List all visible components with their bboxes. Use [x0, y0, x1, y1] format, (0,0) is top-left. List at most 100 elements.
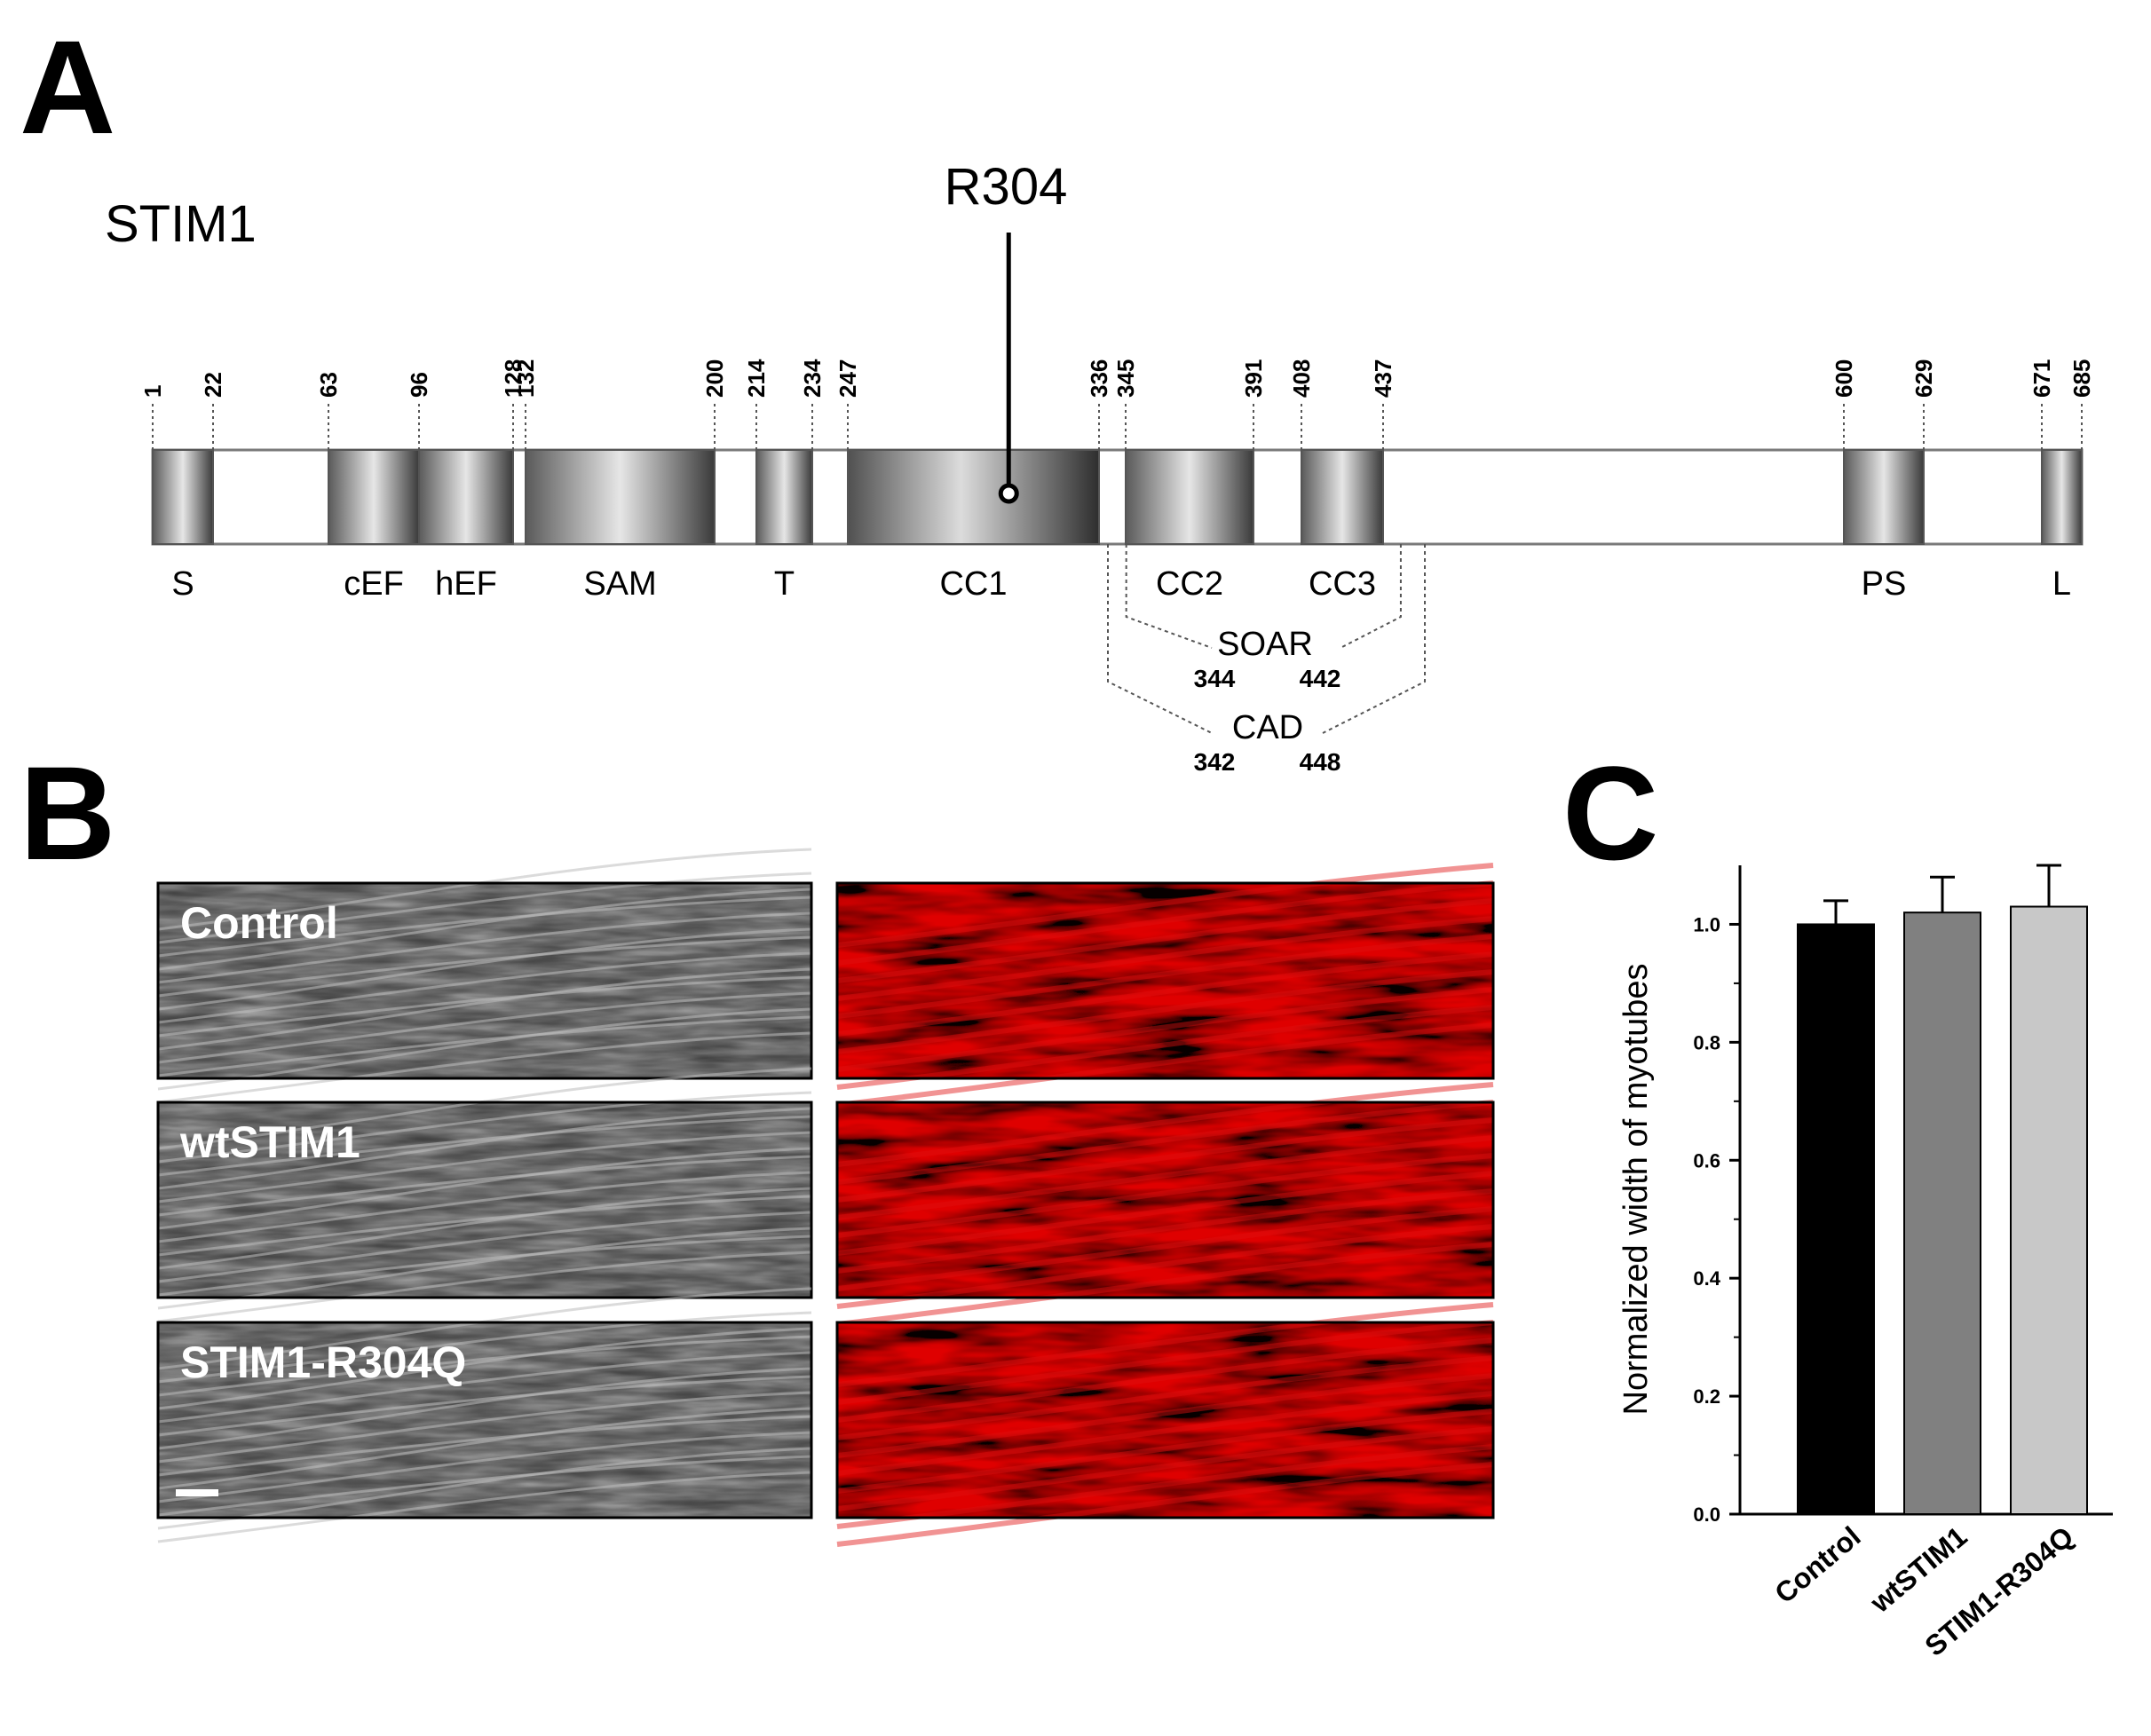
soar-end: 442: [1300, 665, 1341, 692]
boundary-label: 408: [1288, 359, 1315, 398]
myotube-streak: [157, 1091, 812, 1164]
boundary-label: 234: [799, 359, 826, 398]
boundary-label: 214: [743, 359, 770, 398]
myotube-streak: [157, 1235, 812, 1297]
fluorescent-fiber: [836, 880, 1494, 966]
row-label-1: Control: [180, 898, 338, 948]
boundary-label: 685: [2068, 359, 2095, 398]
myotube-streak: [157, 991, 812, 1064]
panel-c-letter: C: [1562, 738, 1658, 888]
panel-c: C 0.0 0.2 0.4 0.6 0.8 1.0 Normalized width of …: [1562, 738, 2113, 1662]
panel-b: B Control wtSTIM1 STIM1-R304Q: [20, 738, 1495, 1547]
fluorescent-fiber: [836, 1224, 1494, 1309]
domain-label-t: T: [774, 565, 795, 603]
boundary-label: 437: [1370, 359, 1396, 398]
boundary-label: 629: [1910, 359, 1937, 398]
cad-start: 342: [1194, 748, 1236, 776]
myotube-streak: [157, 1415, 812, 1477]
fluorescent-fiber: [836, 1373, 1494, 1458]
myotube-streak: [157, 1311, 812, 1384]
myotube-streak: [157, 927, 812, 1011]
fluorescent-fiber: [836, 934, 1494, 1019]
fluorescent-fiber: [836, 863, 1494, 948]
myotube-streak: [157, 1431, 812, 1503]
boundary-label: 391: [1240, 359, 1267, 398]
phase-frame-1: [156, 881, 813, 1080]
domain-hef: [418, 449, 514, 545]
category-label-1: Control: [1768, 1520, 1866, 1610]
domain-label-l: L: [2052, 565, 2071, 603]
myotube-streak: [157, 1187, 812, 1270]
myotube-streak: [157, 1227, 812, 1310]
myotube-streak: [157, 975, 812, 1038]
cad-end: 448: [1300, 748, 1341, 776]
phase-frame-2: [156, 1101, 813, 1299]
myotube-streak: [157, 1015, 812, 1077]
boundary-label: 128: [500, 359, 526, 398]
fluorescent-fiber: [836, 1355, 1494, 1440]
y-tick-label: 0.6: [1693, 1149, 1720, 1172]
myotube-streak: [157, 1375, 812, 1437]
domain-t: [755, 449, 813, 545]
myotube-streak: [157, 951, 812, 1024]
soar-label: SOAR: [1217, 626, 1313, 663]
myotube-streak: [157, 1115, 812, 1177]
fluorescence-texture-3: [837, 1322, 1493, 1518]
domain-label-sam: SAM: [583, 565, 656, 603]
myotube-streak: [157, 896, 812, 958]
domain-label-hef: hEF: [435, 565, 497, 603]
fluorescent-fiber: [836, 1242, 1494, 1327]
phase-frame-3: [156, 1321, 813, 1519]
fluorescence-frame-3: [835, 1321, 1495, 1519]
category-label-2: wtSTIM1: [1863, 1520, 1973, 1620]
myotube-streak: [157, 1131, 812, 1203]
myotube-streak: [157, 1447, 812, 1530]
fluorescent-fiber: [836, 1171, 1494, 1256]
fluorescent-fiber: [836, 1022, 1494, 1108]
fluorescent-fiber: [836, 1409, 1494, 1494]
myotube-streak: [157, 1455, 812, 1517]
mutation-label: R304: [945, 158, 1068, 216]
fluorescent-fiber: [836, 1462, 1494, 1547]
myotube-streak: [157, 1367, 812, 1450]
myotube-streak: [157, 1251, 812, 1323]
cad-label: CAD: [1232, 709, 1303, 746]
myotube-streak: [157, 1471, 812, 1543]
domain-cef: [328, 449, 420, 545]
myotube-streak: [157, 1407, 812, 1490]
domain-l: [2041, 449, 2083, 545]
myotube-streak: [157, 872, 812, 944]
fluorescent-fiber: [836, 987, 1494, 1072]
boundary-label: 200: [701, 359, 728, 398]
y-tick-label: 0.0: [1693, 1503, 1720, 1526]
fluorescence-frame-2: [835, 1101, 1495, 1299]
fluorescent-fiber: [836, 1135, 1494, 1220]
boundary-label: 132: [512, 359, 539, 398]
domain-label-s: S: [171, 565, 194, 603]
y-axis-label: Normalized width of myotubes: [1617, 964, 1655, 1416]
protein-name: STIM1: [105, 195, 257, 253]
domain-label-cc2: CC2: [1156, 565, 1223, 603]
y-tick-label: 0.2: [1693, 1385, 1720, 1408]
domain-ps: [1843, 449, 1925, 545]
fluorescent-fiber: [836, 951, 1494, 1037]
bar-3: [2010, 905, 2088, 1515]
cad-bracket-right: [1322, 544, 1427, 734]
myotube-streak: [157, 1007, 812, 1091]
boundary-label: 1: [139, 385, 166, 398]
myotube-streak: [157, 935, 812, 998]
soar-bracket-left: [1125, 544, 1213, 649]
fluorescent-fiber: [836, 1391, 1494, 1476]
domain-label-cc1: CC1: [939, 565, 1007, 603]
domain-label-cc3: CC3: [1309, 565, 1376, 603]
fluorescent-fiber: [836, 969, 1494, 1054]
myotube-streak: [157, 967, 812, 1051]
domain-label-ps: PS: [1862, 565, 1907, 603]
myotube-streak: [157, 1211, 812, 1283]
y-tick-label: 0.4: [1693, 1267, 1720, 1290]
myotube-streak: [157, 1171, 812, 1243]
fluorescent-fiber: [836, 1320, 1494, 1405]
bar-chart: 0.0 0.2 0.4 0.6 0.8 1.0 Normalized width of my…: [1617, 864, 2113, 1662]
boundary-label: 345: [1112, 359, 1139, 398]
